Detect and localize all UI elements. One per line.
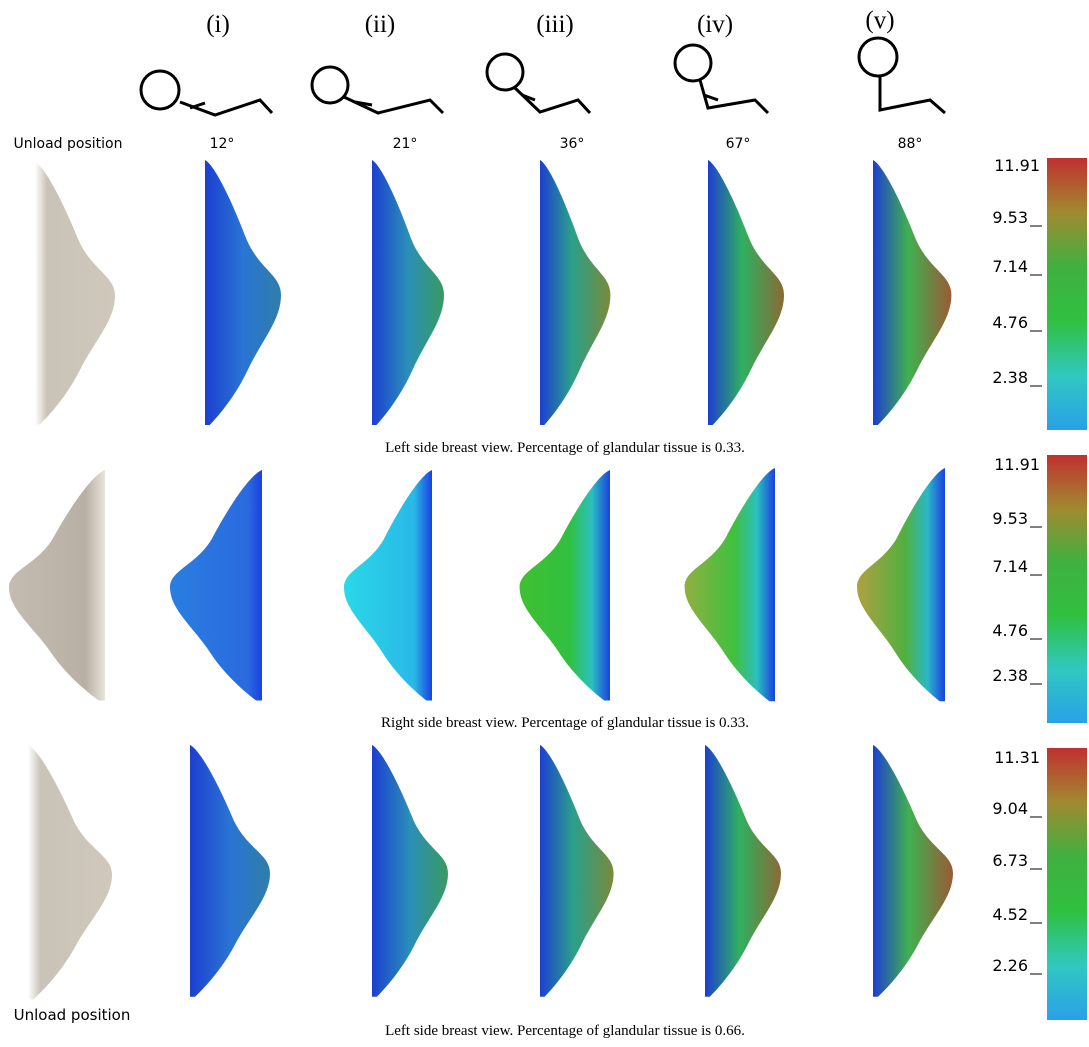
colorbar-label: 2.38 — [992, 666, 1028, 685]
row-1-shapes — [35, 160, 951, 425]
column-label: (iv) — [697, 11, 733, 38]
unload-label: Unload position — [14, 1006, 131, 1024]
colorbar-label: 11.31 — [994, 748, 1040, 767]
colorbar-label: 9.53 — [992, 509, 1028, 528]
column-label: (ii) — [365, 11, 396, 38]
colorbar-label: 2.26 — [992, 956, 1028, 975]
caption: Left side breast view. Percentage of gla… — [385, 440, 745, 456]
colorbar-label: 2.38 — [992, 368, 1028, 387]
colorbar-label: 4.52 — [992, 905, 1028, 924]
colorbar-1: 11.91 9.53 7.14 4.76 2.38 — [992, 156, 1087, 430]
colorbar-label: 9.53 — [992, 208, 1028, 227]
colorbar-label: 7.14 — [992, 557, 1028, 576]
caption: Right side breast view. Percentage of gl… — [381, 715, 749, 731]
colorbar-label: 11.91 — [994, 156, 1040, 175]
colorbar-label: 11.91 — [994, 455, 1040, 474]
colorbar-label: 4.76 — [992, 313, 1028, 332]
row-2-shapes — [9, 468, 945, 701]
angle-label: 12° — [210, 136, 235, 152]
angle-label: 88° — [898, 136, 923, 152]
row-3-shapes — [28, 745, 953, 999]
figure: (i) (ii) (iii) (iv) (v) Unload position … — [0, 0, 1089, 1047]
column-label: (iii) — [536, 11, 574, 38]
colorbar-label: 4.76 — [992, 621, 1028, 640]
angle-label: 67° — [726, 136, 751, 152]
caption: Left side breast view. Percentage of gla… — [385, 1023, 745, 1039]
colorbar-label: 6.73 — [992, 851, 1028, 870]
colorbar-label: 7.14 — [992, 257, 1028, 276]
posture-icons — [141, 38, 945, 115]
column-label: (v) — [865, 7, 894, 34]
angle-label: 36° — [560, 136, 585, 152]
column-label: (i) — [206, 11, 230, 38]
colorbar-3: 11.31 9.04 6.73 4.52 2.26 — [992, 748, 1087, 1020]
colorbar-2: 11.91 9.53 7.14 4.76 2.38 — [992, 455, 1087, 723]
colorbar-label: 9.04 — [992, 799, 1028, 818]
angle-label: 21° — [393, 136, 418, 152]
unload-label: Unload position — [14, 136, 123, 152]
